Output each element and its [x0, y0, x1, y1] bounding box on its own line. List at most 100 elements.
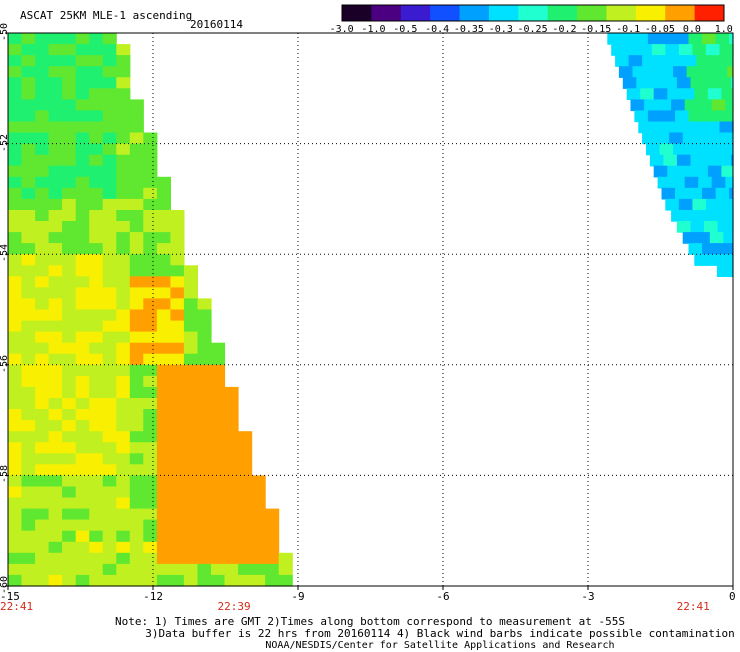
- swath-cell: [729, 110, 734, 123]
- swath-cell: [116, 475, 131, 488]
- swath-cell: [143, 221, 158, 233]
- swath-cell: [211, 364, 226, 377]
- swath-cell: [709, 132, 724, 145]
- swath-cell: [48, 121, 63, 134]
- swath-cell: [197, 541, 212, 554]
- swath-cell: [632, 66, 647, 78]
- swath-cell: [607, 33, 622, 45]
- swath-cell: [48, 353, 63, 366]
- swath-cell: [143, 187, 158, 200]
- swath-cell: [143, 232, 158, 244]
- swath-cell: [143, 530, 158, 543]
- swath-cell: [183, 364, 198, 377]
- swath-cell: [692, 121, 707, 134]
- swath-cell: [143, 342, 158, 355]
- swath-left: [8, 33, 293, 587]
- swath-cell: [21, 431, 36, 443]
- swath-cell: [651, 44, 666, 56]
- swath-cell: [224, 530, 239, 543]
- swath-cell: [48, 232, 63, 244]
- swath-cell: [35, 187, 50, 200]
- swath-cell: [265, 508, 280, 521]
- swath-cell: [75, 221, 90, 233]
- swath-cell: [48, 55, 63, 67]
- swath-cell: [197, 475, 212, 488]
- swath-cell: [48, 44, 63, 56]
- swath-cell: [89, 409, 104, 421]
- swath-cell: [618, 66, 634, 78]
- swath-cell: [102, 243, 117, 255]
- swath-cell: [129, 519, 144, 532]
- swath-cell: [197, 574, 212, 587]
- swath-cell: [62, 353, 77, 366]
- swath-cell: [8, 342, 23, 355]
- swath-cell: [170, 265, 185, 277]
- swath-cell: [688, 33, 703, 45]
- colorbar-segment: [665, 5, 696, 21]
- swath-cell: [89, 77, 104, 89]
- swath-cell: [62, 243, 77, 255]
- swath-cell: [75, 420, 90, 432]
- swath-cell: [116, 55, 131, 67]
- swath-cell: [183, 342, 198, 355]
- swath-cell: [156, 486, 171, 499]
- swath-cell: [116, 121, 131, 134]
- colorbar-label: -0.05: [644, 24, 675, 35]
- swath-cell: [35, 541, 50, 554]
- swath-cell: [143, 364, 158, 377]
- swath-cell: [102, 44, 117, 56]
- swath-cell: [211, 541, 226, 554]
- swath-cell: [8, 55, 23, 67]
- swath-cell: [655, 55, 670, 67]
- swath-cell: [680, 165, 695, 178]
- swath-cell: [197, 497, 212, 510]
- swath-cell: [102, 464, 117, 476]
- swath-cell: [62, 364, 77, 377]
- swath-cell: [21, 563, 36, 576]
- swath-cell: [89, 309, 104, 322]
- swath-cell: [62, 210, 77, 222]
- swath-cell: [156, 176, 171, 189]
- swath-cell: [21, 232, 36, 244]
- swath-cell: [21, 364, 36, 377]
- swath-cell: [197, 398, 212, 410]
- swath-cell: [702, 110, 717, 123]
- swath-cell: [129, 110, 144, 123]
- swath-cell: [21, 398, 36, 410]
- swath-cell: [35, 442, 50, 454]
- swath-cell: [238, 552, 253, 565]
- swath-cell: [156, 276, 171, 288]
- swath-cell: [62, 508, 77, 521]
- swath-cell: [143, 386, 158, 399]
- colorbar-segment: [606, 5, 637, 21]
- swath-cell: [170, 464, 185, 476]
- swath-cell: [265, 563, 280, 576]
- swath-cell: [611, 44, 626, 56]
- swath-cell: [48, 110, 63, 123]
- swath-cell: [224, 398, 239, 410]
- swath-cell: [35, 210, 50, 222]
- swath-cell: [35, 453, 50, 465]
- swath-cell: [62, 298, 77, 311]
- swath-cell: [89, 165, 104, 178]
- swath-cell: [717, 154, 732, 167]
- swath-cell: [667, 165, 682, 178]
- swath-cell: [35, 33, 50, 45]
- swath-cell: [35, 198, 50, 211]
- swath-cell: [116, 309, 131, 322]
- swath-cell: [649, 77, 665, 89]
- swath-cell: [75, 265, 90, 277]
- swath-cell: [35, 165, 50, 178]
- swath-cell: [75, 143, 90, 156]
- colorbar-segment: [371, 5, 402, 21]
- swath-cell: [21, 132, 36, 145]
- swath-cell: [75, 121, 90, 134]
- swath-cell: [48, 431, 63, 443]
- swath-cell: [646, 66, 661, 78]
- x-tick-label: -6: [436, 590, 450, 603]
- swath-cell: [48, 243, 63, 255]
- swath-cell: [238, 453, 253, 465]
- swath-cell: [129, 442, 144, 454]
- swath-cell: [48, 143, 63, 156]
- swath-cell: [8, 176, 23, 189]
